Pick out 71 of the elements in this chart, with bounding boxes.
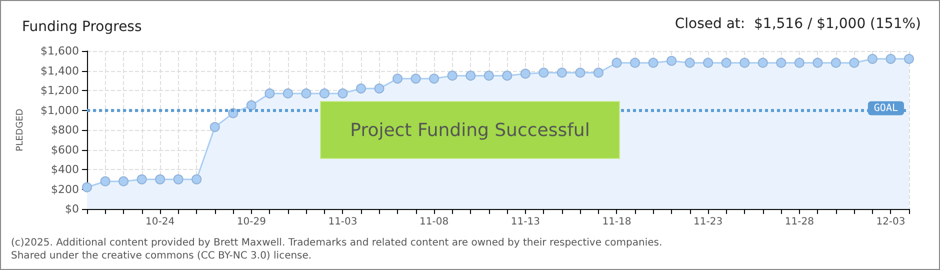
point: [118, 176, 129, 186]
y-tick-label: $1,400: [40, 64, 79, 78]
point: [556, 68, 567, 78]
point: [776, 58, 786, 68]
x-tick-label: 11-08: [420, 216, 449, 228]
y-axis-title: PLEDGED: [16, 108, 26, 152]
y-tick-label: $1,600: [40, 44, 79, 58]
ref-line-label: GOAL: [874, 102, 898, 114]
point: [82, 182, 92, 192]
point: [502, 70, 512, 81]
point: [410, 74, 421, 84]
point: [758, 58, 768, 68]
point: [538, 68, 549, 78]
point: [703, 58, 714, 68]
x-tick-label: 12-03: [876, 216, 906, 228]
point: [520, 68, 530, 79]
point: [666, 56, 677, 66]
point: [429, 74, 440, 84]
y-tick-label: $0: [65, 202, 79, 216]
point: [155, 174, 166, 184]
point: [192, 174, 202, 184]
banner: Project Funding Successful: [320, 101, 620, 159]
point: [794, 58, 804, 68]
point: [612, 58, 622, 68]
x-tick-label: 11-13: [510, 216, 540, 228]
point: [830, 58, 841, 68]
y-tick-label: $600: [51, 143, 79, 156]
y-tick-label: $800: [51, 124, 79, 136]
point: [740, 58, 750, 68]
point: [264, 88, 275, 98]
x-tick-label: 11-03: [328, 216, 358, 228]
y-tick-label: $1,000: [40, 104, 79, 117]
point: [812, 58, 823, 68]
point: [447, 70, 458, 81]
point: [301, 88, 312, 98]
point: [484, 70, 494, 81]
x-tick-label: 10-29: [236, 216, 266, 228]
point: [593, 68, 604, 78]
point: [356, 84, 366, 94]
point: [338, 88, 348, 98]
text: Shared under the creative commons (CC BY-NC 3.0) license.: [11, 250, 312, 262]
x-tick-label: 11-28: [784, 216, 814, 228]
x-tick-label: 10-24: [146, 216, 175, 228]
point: [374, 84, 384, 94]
point: [575, 68, 586, 78]
point: [392, 74, 403, 84]
y-tick-label: $200: [51, 182, 79, 196]
x-tick-label: 11-23: [694, 216, 723, 228]
point: [246, 100, 256, 110]
x-tick-label: 11-18: [602, 216, 632, 228]
point: [466, 70, 476, 81]
y-tick-label: $1,200: [40, 84, 79, 97]
point: [684, 58, 695, 68]
point: [849, 58, 860, 68]
text: (c)2025. Additional content provided by Brett Maxwell. Trademarks and related content are owned by their respective companies.: [11, 238, 662, 248]
point: [648, 58, 658, 68]
text: Closed at: $1,516 / $1,000 (151%): [674, 16, 922, 32]
point: [886, 54, 896, 64]
chart-title: Funding Progress: [22, 19, 142, 35]
point: [721, 58, 732, 68]
point: [210, 122, 220, 132]
point: [319, 88, 330, 98]
point: [904, 54, 914, 64]
y-tick-label: $400: [51, 163, 79, 176]
point: [100, 176, 110, 186]
point: [136, 174, 147, 184]
point: [282, 88, 293, 98]
point: [173, 174, 184, 184]
annotation: Project Funding Successful: [350, 120, 590, 140]
point: [867, 54, 878, 64]
point: [630, 58, 640, 68]
